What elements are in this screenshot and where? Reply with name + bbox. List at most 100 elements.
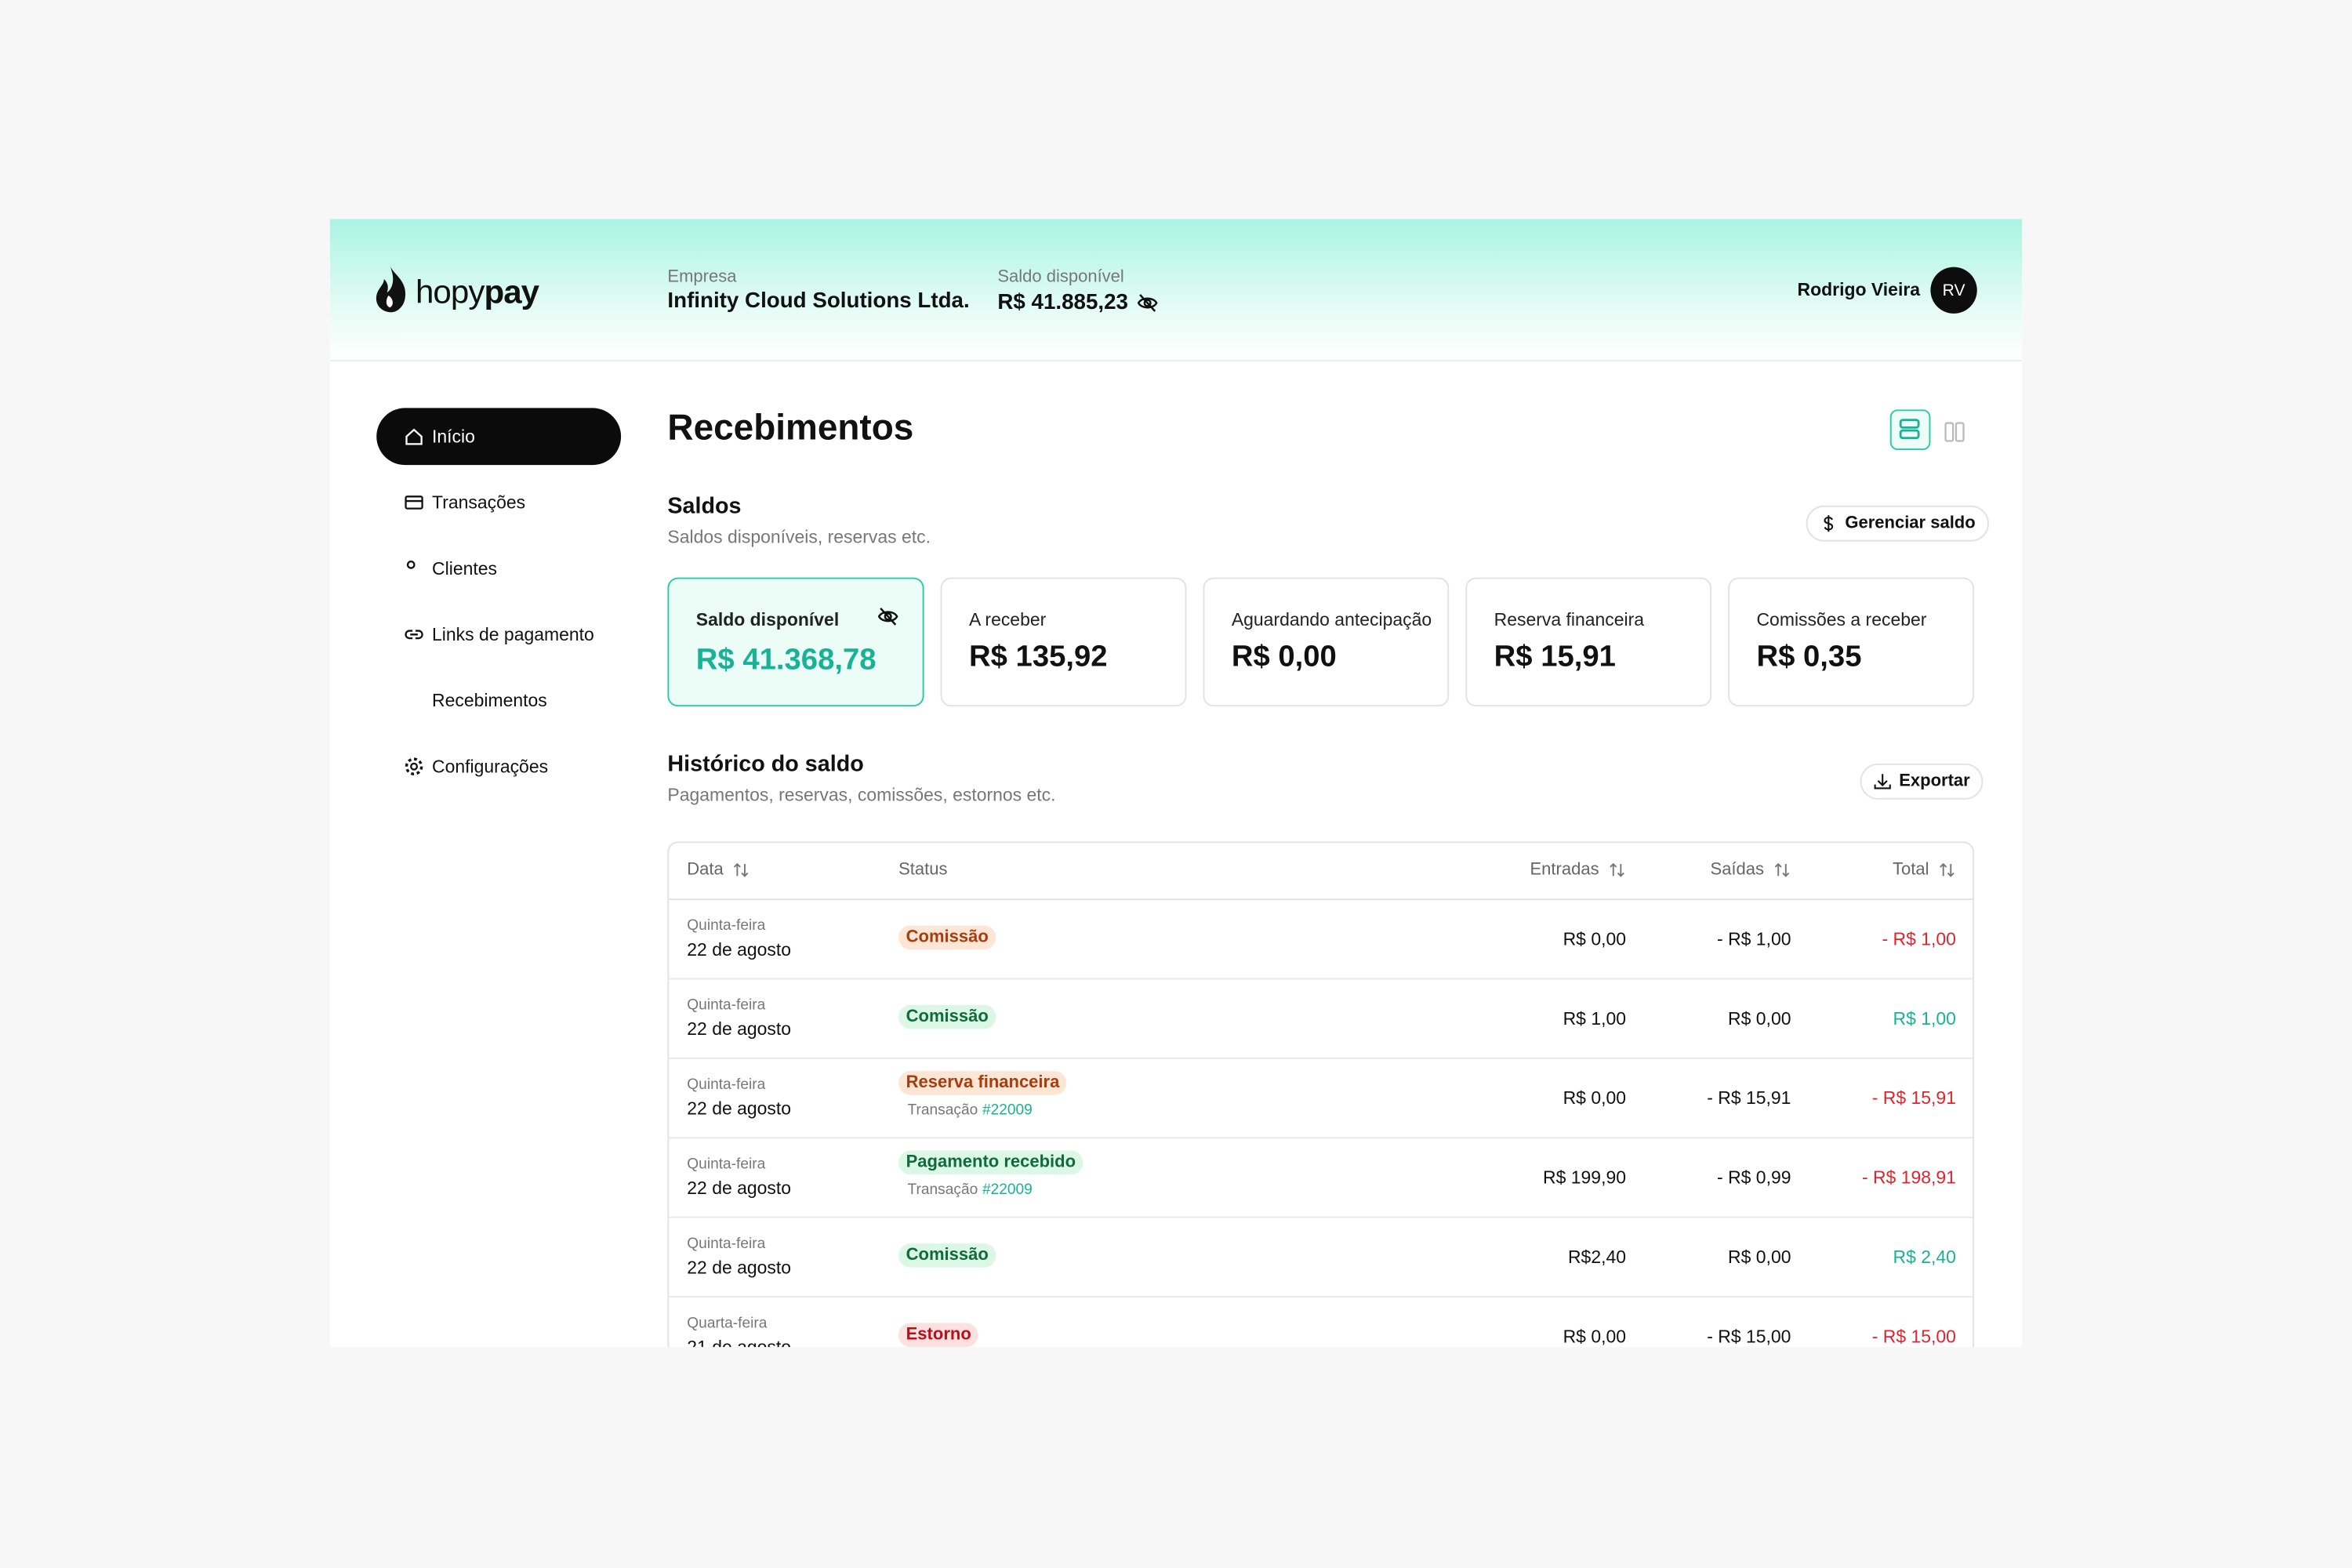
status-badge: Pagamento recebido <box>898 1150 1083 1175</box>
amount-out: - R$ 1,00 <box>1717 928 1791 950</box>
ref-label: Transação <box>907 1181 978 1199</box>
row-day: Quinta-feira <box>687 1236 766 1253</box>
column-label: Total <box>1893 861 1929 880</box>
ref-link[interactable]: #22009 <box>982 1102 1033 1120</box>
balance-card: Comissões a receber R$ 0,35 <box>1728 577 1974 707</box>
company-name: Infinity Cloud Solutions Ltda. <box>667 289 970 314</box>
nav-icon <box>404 690 425 718</box>
amount-in: R$ 0,00 <box>1563 928 1627 950</box>
nav-item[interactable]: Transações <box>376 474 621 532</box>
nav-label: Início <box>432 426 475 448</box>
nav-icon <box>404 558 425 586</box>
company-label: Empresa <box>667 268 737 287</box>
amount-total: - R$ 1,00 <box>1882 928 1956 950</box>
section-subtitle: Pagamentos, reservas, comissões, estorno… <box>667 784 1056 806</box>
balance-card: Saldo disponível R$ 41.368,78 <box>667 577 924 707</box>
column-header[interactable]: Data <box>687 861 750 879</box>
balance-card: A receber R$ 135,92 <box>940 577 1187 707</box>
sort-icon[interactable] <box>1773 861 1791 879</box>
column-label: Status <box>898 861 948 880</box>
table-row: Quinta-feira 22 de agosto Comissão R$2,40 R$… <box>669 1217 1973 1298</box>
card-label: Reserva financeira <box>1494 608 1645 630</box>
logo: hopypay <box>416 273 539 312</box>
column-header: Status <box>898 861 947 879</box>
row-date: 22 de agosto <box>687 938 792 960</box>
card-value: R$ 41.368,78 <box>695 643 877 677</box>
status-badge: Comissão <box>898 1004 996 1029</box>
column-label: Data <box>687 861 724 880</box>
nav-label: Transações <box>432 492 526 514</box>
row-date: 21 de agosto <box>687 1336 792 1348</box>
list-view-toggle[interactable] <box>1889 409 1931 450</box>
card-label: A receber <box>968 608 1047 630</box>
logo-icon <box>376 265 406 313</box>
card-label: Comissões a receber <box>1756 608 1927 630</box>
amount-out: - R$ 0,99 <box>1717 1167 1791 1189</box>
nav-item[interactable]: Recebimentos <box>376 672 621 729</box>
amount-out: - R$ 15,00 <box>1707 1326 1791 1348</box>
nav-label: Configurações <box>432 756 549 778</box>
row-day: Quarta-feira <box>687 1315 768 1333</box>
table-row: Quinta-feira 22 de agosto Comissão R$ 0,00 -… <box>669 898 1973 980</box>
table-row: Quinta-feira 22 de agosto Comissão R$ 1,00 R… <box>669 978 1973 1059</box>
amount-total: - R$ 15,91 <box>1871 1087 1956 1109</box>
sort-icon[interactable] <box>1608 861 1626 879</box>
grid-view-toggle[interactable] <box>1943 420 1967 445</box>
card-value: R$ 0,00 <box>1231 640 1337 674</box>
column-header[interactable]: Total <box>1893 861 1956 879</box>
ref-label: Transação <box>907 1102 978 1120</box>
nav-item[interactable]: Links de pagamento <box>376 606 621 663</box>
nav-item[interactable]: Configurações <box>376 738 621 795</box>
row-day: Quinta-feira <box>687 1156 766 1174</box>
amount-in: R$ 0,00 <box>1563 1326 1627 1348</box>
amount-total: - R$ 198,91 <box>1861 1167 1956 1189</box>
status-badge: Comissão <box>898 925 996 950</box>
logo-light: hopy <box>415 273 485 311</box>
transaction-ref: Transação #22009 <box>908 1102 1033 1119</box>
table-row: Quarta-feira 21 de agosto Estorno R$ 0,00 - … <box>669 1296 1973 1348</box>
sort-icon[interactable] <box>732 861 750 879</box>
export-button[interactable]: Exportar <box>1860 763 1984 800</box>
user-name[interactable]: Rodrigo Vieira <box>1797 278 1921 300</box>
nav-icon <box>404 426 425 454</box>
balance-card: Aguardando antecipação R$ 0,00 <box>1203 577 1450 707</box>
nav-item[interactable]: Clientes <box>376 540 621 597</box>
amount-in: R$2,40 <box>1567 1246 1627 1268</box>
ref-link[interactable]: #22009 <box>982 1181 1033 1199</box>
column-header[interactable]: Saídas <box>1711 861 1791 879</box>
row-date: 22 de agosto <box>687 1257 792 1279</box>
hide-icon[interactable] <box>877 606 898 634</box>
section-title: Saldos <box>667 493 742 520</box>
amount-in: R$ 199,90 <box>1543 1167 1627 1189</box>
column-header[interactable]: Entradas <box>1530 861 1627 879</box>
table-header: Data Status Entradas Saídas Total <box>669 843 1973 900</box>
row-day: Quinta-feira <box>687 917 766 935</box>
button-label: Gerenciar saldo <box>1845 514 1976 533</box>
row-date: 22 de agosto <box>687 1177 792 1199</box>
card-label: Saldo disponível <box>695 608 840 630</box>
logo-bold: pay <box>484 273 539 311</box>
amount-total: - R$ 15,00 <box>1871 1326 1956 1348</box>
avatar[interactable]: RV <box>1930 267 1977 314</box>
nav-item[interactable]: Início <box>376 408 622 466</box>
section-subtitle: Saldos disponíveis, reservas etc. <box>667 526 931 548</box>
amount-in: R$ 0,00 <box>1563 1087 1627 1109</box>
nav-label: Links de pagamento <box>432 623 594 645</box>
balance-value: R$ 41.885,23 <box>997 291 1128 315</box>
amount-total: R$ 2,40 <box>1893 1246 1956 1268</box>
app-window: hopypay Empresa Infinity Cloud Solutions… <box>329 219 2023 1348</box>
amount-out: - R$ 15,91 <box>1707 1087 1791 1109</box>
nav-label: Recebimentos <box>432 690 547 711</box>
status-badge: Reserva financeira <box>898 1071 1067 1095</box>
row-day: Quinta-feira <box>687 997 766 1014</box>
amount-in: R$ 1,00 <box>1563 1007 1627 1029</box>
card-label: Aguardando antecipação <box>1231 608 1432 630</box>
page-title: Recebimentos <box>667 408 914 449</box>
manage-balance-button[interactable]: Gerenciar saldo <box>1806 505 1989 542</box>
hide-icon[interactable] <box>1137 292 1158 314</box>
sort-icon[interactable] <box>1938 861 1956 879</box>
button-label: Exportar <box>1899 772 1970 791</box>
status-badge: Comissão <box>898 1243 996 1268</box>
